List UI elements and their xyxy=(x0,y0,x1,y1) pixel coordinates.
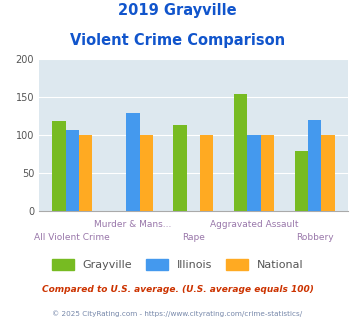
Text: Murder & Mans...: Murder & Mans... xyxy=(94,220,171,229)
Text: Compared to U.S. average. (U.S. average equals 100): Compared to U.S. average. (U.S. average … xyxy=(42,285,313,294)
Bar xyxy=(295,151,308,211)
Bar xyxy=(261,135,274,211)
Bar xyxy=(247,135,261,211)
Text: All Violent Crime: All Violent Crime xyxy=(34,233,110,242)
Bar xyxy=(234,94,247,211)
Text: Aggravated Assault: Aggravated Assault xyxy=(210,220,298,229)
Bar xyxy=(308,120,321,211)
Text: 2019 Grayville: 2019 Grayville xyxy=(118,3,237,18)
Legend: Grayville, Illinois, National: Grayville, Illinois, National xyxy=(46,253,309,276)
Text: Rape: Rape xyxy=(182,233,205,242)
Text: Robbery: Robbery xyxy=(296,233,333,242)
Bar xyxy=(66,130,79,211)
Bar xyxy=(321,135,334,211)
Bar xyxy=(140,135,153,211)
Bar xyxy=(53,121,66,211)
Text: Violent Crime Comparison: Violent Crime Comparison xyxy=(70,33,285,48)
Bar xyxy=(126,113,140,211)
Bar xyxy=(174,125,187,211)
Bar xyxy=(200,135,213,211)
Text: © 2025 CityRating.com - https://www.cityrating.com/crime-statistics/: © 2025 CityRating.com - https://www.city… xyxy=(53,310,302,317)
Bar xyxy=(79,135,92,211)
